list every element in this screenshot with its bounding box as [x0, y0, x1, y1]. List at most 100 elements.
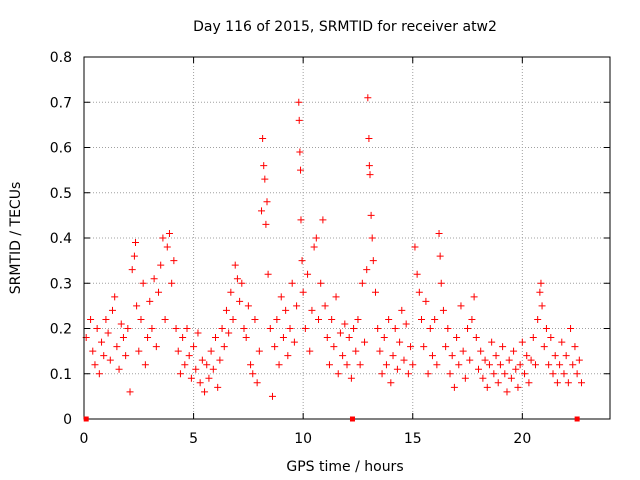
data-point [407, 343, 415, 351]
data-point [518, 338, 526, 346]
data-point [242, 334, 250, 342]
data-point [413, 270, 421, 278]
data-point [409, 361, 417, 369]
data-point [128, 266, 136, 274]
data-point [387, 379, 395, 387]
data-point [428, 352, 436, 360]
data-point [505, 356, 513, 364]
data-point [420, 343, 428, 351]
data-point [298, 257, 306, 265]
data-point [253, 379, 261, 387]
data-point [328, 315, 336, 323]
data-point [181, 361, 189, 369]
gap-markers [83, 416, 580, 422]
data-point [391, 325, 399, 332]
data-point [398, 306, 406, 314]
data-point [183, 325, 191, 332]
data-point [424, 370, 432, 378]
data-point [155, 288, 163, 296]
data-point [363, 266, 371, 274]
data-point [148, 325, 156, 332]
data-point [339, 352, 347, 360]
data-point [308, 306, 316, 314]
data-point [477, 347, 485, 355]
data-point [529, 334, 537, 342]
data-point [479, 374, 487, 382]
data-point [205, 374, 213, 382]
data-point [170, 257, 178, 265]
data-point [385, 315, 393, 323]
data-point [190, 343, 198, 351]
data-point [396, 338, 404, 346]
data-point [277, 293, 285, 301]
data-point [503, 388, 511, 396]
x-tick-label: 0 [80, 431, 89, 447]
y-tick-label: 0.3 [50, 276, 72, 292]
y-tick-label: 0 [63, 412, 72, 428]
data-point [185, 352, 193, 360]
data-point [159, 234, 167, 242]
data-point [514, 383, 522, 391]
data-point [369, 257, 377, 265]
data-point [389, 352, 397, 360]
gap-marker [349, 416, 355, 422]
data-point [527, 356, 535, 364]
data-point [525, 379, 533, 387]
data-point [422, 297, 430, 305]
data-point [521, 370, 529, 378]
data-point [264, 270, 272, 278]
data-point [516, 361, 524, 369]
data-point [286, 325, 294, 332]
data-point [297, 166, 305, 174]
data-point [216, 356, 224, 364]
axis-ticks: 0 0.1 0.2 0.3 0.4 0.5 0.6 0.7 0.8 0 5 10 15 20 [50, 50, 610, 447]
data-point [450, 383, 458, 391]
data-point [470, 293, 478, 301]
data-point [273, 315, 281, 323]
data-point [260, 162, 268, 170]
data-point [231, 261, 239, 269]
data-point [378, 370, 386, 378]
data-point [488, 338, 496, 346]
data-point [161, 315, 169, 323]
data-point [251, 315, 259, 323]
data-point [89, 347, 97, 355]
data-point [534, 315, 542, 323]
data-point [354, 315, 362, 323]
data-point [233, 275, 241, 283]
data-point [100, 352, 108, 360]
data-point [293, 302, 301, 310]
data-point [157, 261, 165, 269]
data-point [323, 334, 331, 342]
data-point [507, 374, 515, 382]
data-point [203, 361, 211, 369]
data-point [144, 334, 152, 342]
data-point [472, 334, 480, 342]
data-point [174, 347, 182, 355]
data-point [119, 334, 127, 342]
data-point [365, 162, 373, 170]
y-tick-label: 0.8 [50, 50, 72, 66]
data-point [512, 365, 520, 373]
data-point [490, 370, 498, 378]
data-point [542, 325, 550, 332]
data-point [531, 361, 539, 369]
data-point [435, 229, 443, 237]
data-point [194, 329, 202, 337]
data-point [564, 379, 572, 387]
x-tick-label: 5 [189, 431, 198, 447]
data-point [558, 338, 566, 346]
data-point [330, 343, 338, 351]
data-point [431, 315, 439, 323]
y-tick-label: 0.2 [50, 322, 72, 338]
data-point [365, 134, 373, 142]
data-point [117, 320, 125, 328]
data-point [111, 293, 119, 301]
data-point [453, 334, 461, 342]
data-point [510, 347, 518, 355]
data-point [262, 220, 270, 228]
data-point [146, 297, 154, 305]
data-point [87, 315, 95, 323]
data-point [176, 370, 184, 378]
data-point [179, 334, 187, 342]
